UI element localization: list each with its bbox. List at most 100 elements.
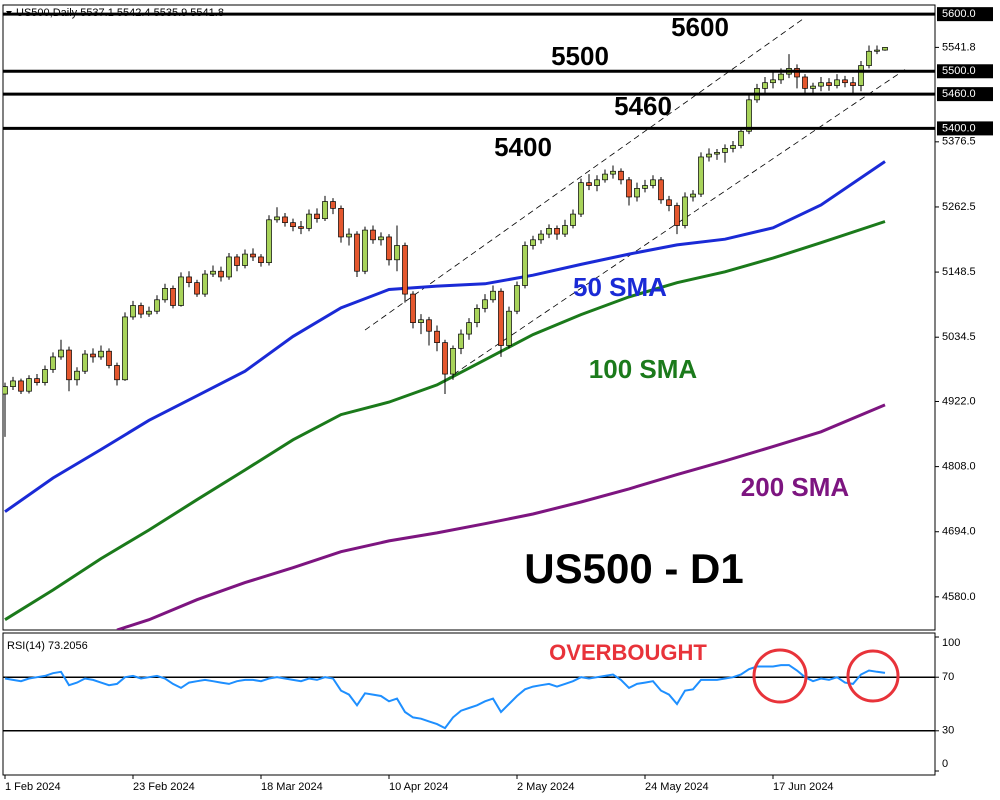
candle-body (554, 228, 560, 235)
x-tick-label: 23 Feb 2024 (133, 781, 195, 793)
candle-body (82, 353, 88, 372)
candle-body (170, 288, 176, 306)
candle-body (474, 308, 480, 323)
candle-body (290, 222, 296, 228)
candle-body (522, 245, 528, 286)
candle-body (442, 342, 448, 375)
level-annotation: 5460 (614, 91, 672, 121)
candle-body (666, 199, 672, 206)
x-tick-label: 18 Mar 2024 (261, 781, 323, 793)
candle-body (634, 188, 640, 198)
candle-body (138, 305, 144, 315)
candle-body (298, 226, 304, 229)
candle-body (314, 213, 320, 220)
candle-body (98, 350, 104, 358)
sma-label: 50 SMA (573, 272, 667, 302)
level-annotation: 5400 (494, 132, 552, 162)
level-label: 5600.0 (942, 8, 976, 20)
chart-annotation: US500 - D1 (524, 545, 743, 592)
y-tick-label: 5376.5 (942, 136, 976, 148)
candle-body (410, 293, 416, 323)
x-tick-label: 24 May 2024 (645, 781, 709, 793)
candle-body (226, 256, 232, 278)
candle-body (258, 256, 264, 264)
y-tick-label: 4580.0 (942, 591, 976, 603)
candle-body (370, 229, 376, 241)
candle-body (610, 170, 616, 175)
candle-body (866, 50, 872, 66)
candle-body (626, 179, 632, 198)
level-label-box (937, 64, 993, 79)
candle-body (114, 365, 120, 381)
candle-body (458, 333, 464, 349)
candle-body (210, 270, 216, 275)
level-label-box (937, 87, 993, 102)
candle-body (770, 79, 776, 84)
candle-body (570, 213, 576, 226)
candle-body (250, 253, 256, 258)
candle-body (274, 216, 280, 221)
candle-body (122, 316, 128, 381)
candle-body (418, 319, 424, 323)
candle-body (322, 201, 328, 220)
rsi-y-tick-label: 30 (942, 725, 954, 737)
candle-body (858, 65, 864, 86)
overlay: 4580.0 4694.0 4808.0 4922.0 5034.5 5148.5 5262… (3, 7, 993, 793)
candle-body (218, 270, 224, 278)
candle-body (394, 245, 400, 261)
candle-body (74, 370, 80, 381)
candle-body (674, 205, 680, 226)
candle-body (234, 256, 240, 266)
candle-body (834, 79, 840, 86)
candle-body (730, 145, 736, 149)
candle-body (842, 79, 848, 84)
candle-body (338, 208, 344, 238)
last-price-label: 5541.8 (942, 41, 976, 53)
sma-line (4, 220, 886, 621)
level-label: 5460.0 (942, 88, 976, 100)
candle-body (402, 245, 408, 295)
candle-body (42, 369, 48, 383)
candle-body (26, 378, 32, 392)
candle-body (618, 170, 624, 181)
y-tick-label: 5148.5 (942, 266, 976, 278)
candle-body (330, 201, 336, 209)
rsi-y-tick-label: 70 (942, 671, 954, 683)
candle-body (882, 47, 888, 51)
rsi-line (4, 664, 886, 730)
level-annotation: 5600 (671, 12, 729, 42)
candle-body (562, 225, 568, 235)
candle-body (818, 82, 824, 87)
candle-body (130, 305, 136, 318)
candle-body (682, 196, 688, 226)
candle-body (722, 148, 728, 153)
sma-line (4, 160, 886, 513)
candle-body (434, 330, 440, 343)
candle-body (162, 288, 168, 301)
candle-body (498, 290, 504, 346)
highlight-circle (846, 649, 900, 703)
y-tick-label: 4694.0 (942, 526, 976, 538)
candle-body (602, 173, 608, 181)
candle-body (90, 353, 96, 358)
candle-body (306, 213, 312, 229)
candle-body (810, 85, 816, 89)
main-panel (2, 4, 936, 631)
candle-body (426, 319, 432, 332)
rsi-y-tick-label: 100 (942, 637, 960, 649)
sma-line (116, 403, 886, 630)
candle-body (66, 349, 72, 381)
candle-body (874, 49, 880, 52)
candle-body (10, 380, 16, 387)
candle-body (690, 193, 696, 198)
channel-line (436, 69, 906, 386)
candle-body (650, 179, 656, 186)
x-tick-label: 2 May 2024 (517, 781, 574, 793)
sma-label: 100 SMA (589, 354, 698, 384)
candle-body (586, 182, 592, 186)
candle-body (18, 380, 24, 392)
y-tick-label: 4922.0 (942, 395, 976, 407)
candle-body (3, 386, 8, 395)
